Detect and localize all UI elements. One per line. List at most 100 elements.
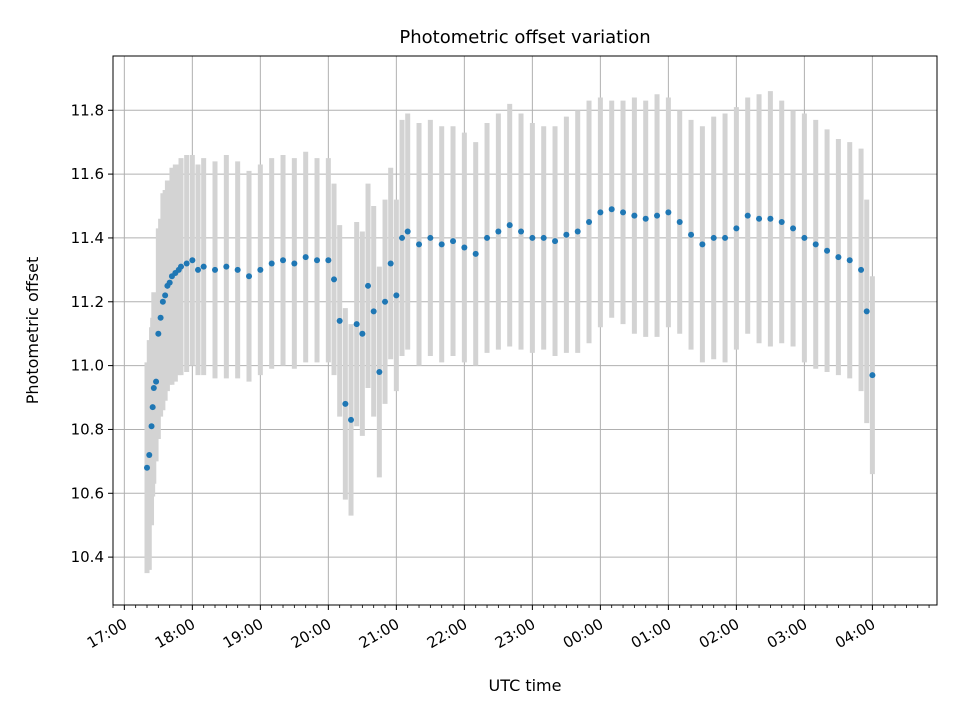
data-point bbox=[767, 215, 774, 222]
data-point bbox=[722, 234, 729, 241]
data-point bbox=[552, 238, 559, 245]
chart-title: Photometric offset variation bbox=[399, 27, 650, 48]
x-tick-label: 18:00 bbox=[152, 615, 198, 652]
data-point bbox=[268, 260, 275, 267]
data-point bbox=[586, 218, 593, 225]
data-point bbox=[157, 314, 164, 321]
data-point bbox=[597, 209, 604, 216]
data-point bbox=[540, 234, 547, 241]
data-point bbox=[778, 218, 785, 225]
data-point bbox=[563, 231, 570, 238]
data-point bbox=[336, 317, 343, 324]
data-point bbox=[376, 368, 383, 375]
data-point bbox=[608, 206, 615, 213]
data-point bbox=[195, 266, 202, 273]
data-point bbox=[387, 260, 394, 267]
data-point bbox=[427, 234, 434, 241]
data-point bbox=[631, 212, 638, 219]
data-point bbox=[257, 266, 264, 273]
data-point bbox=[620, 209, 627, 216]
data-point bbox=[153, 378, 160, 385]
data-point bbox=[234, 266, 241, 273]
y-tick-label: 11.8 bbox=[71, 101, 104, 119]
data-point bbox=[370, 308, 377, 315]
data-point bbox=[353, 321, 360, 328]
y-tick-label: 10.6 bbox=[71, 484, 104, 502]
data-point bbox=[280, 257, 287, 264]
data-point bbox=[155, 330, 162, 337]
data-point bbox=[183, 260, 190, 267]
data-point bbox=[801, 234, 808, 241]
data-point bbox=[150, 384, 157, 391]
data-point bbox=[863, 308, 870, 315]
y-axis-title: Photometric offset bbox=[23, 257, 42, 405]
data-point bbox=[665, 209, 672, 216]
data-point bbox=[348, 416, 355, 423]
data-point bbox=[146, 451, 153, 458]
data-point bbox=[756, 215, 763, 222]
x-tick-label: 21:00 bbox=[356, 615, 402, 652]
data-point bbox=[189, 257, 196, 264]
data-point bbox=[438, 241, 445, 248]
data-point bbox=[223, 263, 230, 270]
data-point bbox=[212, 266, 219, 273]
data-point bbox=[812, 241, 819, 248]
data-point bbox=[869, 372, 876, 379]
data-point bbox=[506, 222, 513, 229]
data-point bbox=[529, 234, 536, 241]
data-point bbox=[365, 282, 372, 289]
data-point bbox=[342, 400, 349, 407]
plot-frame bbox=[112, 55, 938, 606]
data-point bbox=[733, 225, 740, 232]
data-point bbox=[162, 292, 169, 299]
x-axis-ticks: 17:00 18:00 19:00 20:00 21:00 22:00 23:00 00:00… bbox=[84, 605, 930, 652]
data-point bbox=[642, 215, 649, 222]
data-point bbox=[149, 404, 156, 411]
data-point bbox=[291, 260, 298, 267]
data-point bbox=[200, 263, 207, 270]
x-tick-label: 00:00 bbox=[560, 615, 606, 652]
data-point bbox=[484, 234, 491, 241]
data-point bbox=[824, 247, 831, 254]
y-tick-label: 11.4 bbox=[71, 229, 104, 247]
x-tick-label: 01:00 bbox=[628, 615, 674, 652]
x-axis-title: UTC time bbox=[489, 676, 562, 695]
data-point bbox=[393, 292, 400, 299]
data-point bbox=[404, 228, 411, 235]
data-point bbox=[676, 218, 683, 225]
data-point bbox=[518, 228, 525, 235]
data-point bbox=[416, 241, 423, 248]
data-point bbox=[166, 279, 173, 286]
data-point bbox=[359, 330, 366, 337]
data-point bbox=[790, 225, 797, 232]
x-tick-label: 17:00 bbox=[84, 615, 130, 652]
x-tick-label: 19:00 bbox=[220, 615, 266, 652]
data-point bbox=[574, 228, 581, 235]
data-point bbox=[325, 257, 332, 264]
y-tick-label: 11.2 bbox=[71, 293, 104, 311]
x-tick-label: 04:00 bbox=[832, 615, 878, 652]
data-point bbox=[144, 464, 151, 471]
data-point bbox=[699, 241, 706, 248]
x-tick-label: 23:00 bbox=[492, 615, 538, 652]
y-tick-label: 11.6 bbox=[71, 165, 104, 183]
data-point bbox=[450, 238, 457, 245]
x-tick-label: 03:00 bbox=[764, 615, 810, 652]
data-point bbox=[846, 257, 853, 264]
error-bars bbox=[144, 91, 875, 574]
x-tick-label: 20:00 bbox=[288, 615, 334, 652]
data-point bbox=[472, 250, 479, 257]
data-point bbox=[858, 266, 865, 273]
data-point bbox=[835, 254, 842, 261]
y-axis-ticks: 10.4 10.6 10.8 11.0 11.2 11.4 11.6 11.8 bbox=[71, 101, 113, 566]
data-point bbox=[246, 273, 253, 280]
data-point bbox=[654, 212, 661, 219]
data-point bbox=[331, 276, 338, 283]
data-point bbox=[314, 257, 321, 264]
data-point bbox=[399, 234, 406, 241]
data-point bbox=[744, 212, 751, 219]
data-point bbox=[302, 254, 309, 261]
data-point bbox=[495, 228, 502, 235]
data-point bbox=[710, 234, 717, 241]
x-tick-label: 22:00 bbox=[424, 615, 470, 652]
